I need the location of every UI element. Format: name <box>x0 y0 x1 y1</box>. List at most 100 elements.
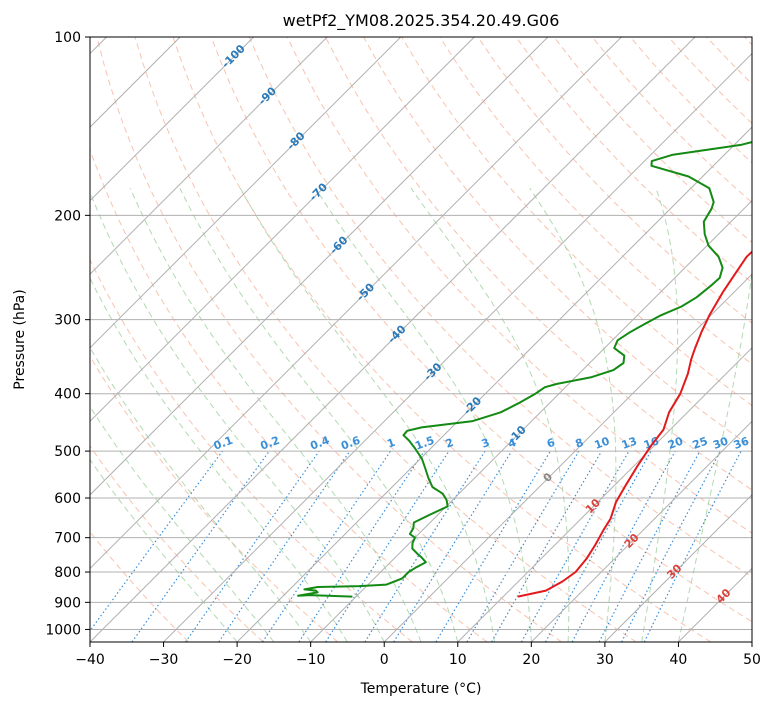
isotherm-line <box>383 273 752 642</box>
moist-adiabat <box>641 188 679 642</box>
isotherm-line <box>90 37 696 642</box>
dry-adiabat <box>90 355 339 642</box>
x-tick-label: 30 <box>596 652 614 668</box>
chart-title: wetPf2_YM08.2025.354.20.49.G06 <box>283 11 560 31</box>
dry-adiabat <box>134 37 637 642</box>
moist-adiabat <box>677 269 752 642</box>
x-tick-label: −20 <box>222 652 252 668</box>
isotherm-line <box>90 37 622 570</box>
mixing-ratio-lines <box>90 450 742 642</box>
mixing-ratio-label: 36 <box>732 434 751 452</box>
mixing-ratio-line <box>261 450 391 642</box>
isotherm-line <box>457 347 752 642</box>
isotherm-line <box>90 37 475 423</box>
dry-adiabat <box>706 37 752 85</box>
y-tick-label: 100 <box>54 30 81 46</box>
mixing-ratio-line <box>90 450 223 632</box>
temperature-line <box>517 250 752 598</box>
dry-adiabat <box>210 37 752 623</box>
mixing-ratio-line <box>598 450 701 642</box>
mixing-ratio-label: 0.6 <box>339 434 362 453</box>
mixing-ratio-label: 10 <box>593 434 612 452</box>
pressure-grid <box>90 37 752 630</box>
moist-adiabat <box>179 187 459 642</box>
y-tick-label: 500 <box>54 444 81 460</box>
isotherms <box>90 37 752 642</box>
moist-adiabats <box>90 187 752 642</box>
x-tick-label: −40 <box>75 652 105 668</box>
y-tick-label: 300 <box>54 313 81 329</box>
dry-adiabat <box>515 37 752 284</box>
y-tick-label: 900 <box>54 595 81 611</box>
y-tick-label: 400 <box>54 387 81 403</box>
mixing-ratio-line <box>131 450 270 642</box>
mixing-ratio-label: 13 <box>620 435 639 452</box>
mixing-ratio-label: 1.5 <box>413 434 436 453</box>
isotherm-line <box>530 420 752 642</box>
dewpoint-line <box>297 141 752 598</box>
mixing-ratio-line <box>466 450 580 642</box>
moist-adiabat <box>315 187 532 642</box>
y-axis-title: Pressure (hPa) <box>12 289 28 389</box>
dry-adiabat <box>286 37 752 534</box>
moist-adiabat <box>239 187 496 642</box>
mixing-ratio-line <box>545 450 652 642</box>
mixing-ratio-label: 4 <box>506 436 518 451</box>
isotherm-line <box>90 37 549 496</box>
moist-adiabat <box>410 187 570 642</box>
y-tick-label: 800 <box>54 565 81 581</box>
moist-adiabat <box>529 187 617 642</box>
dry-adiabat <box>629 37 752 164</box>
mixing-ratio-label: 8 <box>574 436 586 451</box>
isotherm-label-positive: 30 <box>664 561 684 581</box>
y-tick-label: 200 <box>54 208 81 224</box>
dry-adiabat <box>248 37 752 578</box>
y-tick-label: 1000 <box>45 622 81 638</box>
mixing-ratio-line <box>218 450 351 642</box>
data-series <box>297 141 752 598</box>
dry-adiabat <box>96 37 562 642</box>
mixing-ratio-label: 0.4 <box>308 434 331 453</box>
mixing-ratio-label: 1 <box>385 436 397 451</box>
dry-adiabat <box>90 258 413 642</box>
x-tick-label: 50 <box>743 652 761 668</box>
x-axis: −40 −30 −20 −10 0 10 20 30 40 50 <box>75 642 761 668</box>
mixing-ratio-line <box>325 450 450 642</box>
isotherm-line <box>604 494 752 642</box>
mixing-ratio-line <box>520 450 630 642</box>
y-tick-label: 600 <box>54 491 81 507</box>
x-tick-label: −10 <box>296 652 326 668</box>
moist-adiabat <box>129 187 422 642</box>
moist-adiabat <box>90 458 238 642</box>
dry-adiabat <box>172 37 712 642</box>
x-tick-label: 0 <box>380 652 389 668</box>
dry-adiabat <box>553 37 752 244</box>
mixing-ratio-label: 2 <box>444 436 456 451</box>
mixing-ratio-line <box>298 450 425 642</box>
isotherm-line <box>751 641 752 642</box>
y-tick-label: 700 <box>54 531 81 547</box>
mixing-ratio-line <box>364 450 486 642</box>
mixing-ratio-label: 0.2 <box>259 434 282 453</box>
isotherm-line <box>90 37 328 275</box>
dry-adiabat <box>90 445 264 642</box>
isotherm-line <box>310 199 752 642</box>
isotherm-line <box>163 52 752 642</box>
dry-adiabat <box>90 531 190 642</box>
plot-area: -100-90-80-70-60-50-40-30-20-10010203040… <box>90 37 752 642</box>
moist-adiabat <box>90 190 385 642</box>
x-tick-label: 10 <box>449 652 467 668</box>
y-axis: 1000 900 800 700 600 500 400 300 200 100 <box>45 30 90 638</box>
x-tick-label: −30 <box>149 652 179 668</box>
mixing-ratio-line <box>393 450 513 642</box>
dry-adiabat <box>325 37 752 491</box>
mixing-ratio-label: 20 <box>666 434 685 452</box>
mixing-ratio-line <box>185 450 320 642</box>
x-tick-label: 40 <box>670 652 688 668</box>
dry-adiabat <box>668 37 752 125</box>
dry-adiabat <box>744 37 752 46</box>
plot-frame <box>89 36 753 643</box>
mixing-ratio-label: 30 <box>711 434 730 452</box>
isotherm-line <box>90 37 255 202</box>
